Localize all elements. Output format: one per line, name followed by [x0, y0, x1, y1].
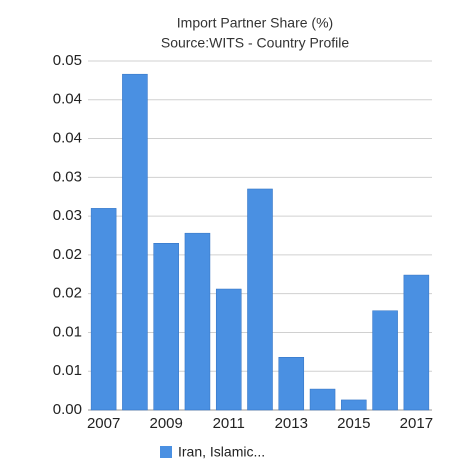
y-tick-label: 0.02 [53, 246, 82, 263]
bar [90, 208, 117, 411]
y-tick-label: 0.04 [53, 130, 82, 147]
bar [372, 310, 398, 411]
legend-label: Iran, Islamic... [178, 444, 265, 460]
bar [153, 243, 179, 411]
y-tick-label: 0.05 [53, 52, 82, 69]
bar [122, 73, 148, 411]
chart-title: Import Partner Share (%) [177, 15, 333, 31]
x-tick-label: 2015 [337, 415, 370, 432]
x-tick-label: 2017 [400, 415, 433, 432]
y-tick-label: 0.00 [53, 401, 82, 418]
bar [403, 274, 430, 411]
bar [247, 188, 273, 411]
chart-subtitle: Source:WITS - Country Profile [161, 35, 349, 51]
x-tick-label: 2007 [87, 415, 120, 432]
x-tick-label: 2013 [275, 415, 308, 432]
y-tick-label: 0.01 [53, 362, 82, 379]
y-tick-label: 0.01 [53, 323, 82, 340]
y-tick-label: 0.03 [53, 207, 82, 224]
x-tick-label: 2011 [213, 415, 245, 432]
legend-swatch [160, 446, 172, 458]
y-tick-label: 0.02 [53, 285, 82, 302]
y-tick-label: 0.04 [53, 91, 82, 108]
y-tick-label: 0.03 [53, 168, 82, 185]
bar [309, 388, 336, 411]
x-tick-label: 2009 [149, 415, 182, 432]
bar [184, 232, 211, 411]
bar [341, 399, 367, 411]
bar [215, 288, 242, 411]
bar [278, 357, 305, 411]
